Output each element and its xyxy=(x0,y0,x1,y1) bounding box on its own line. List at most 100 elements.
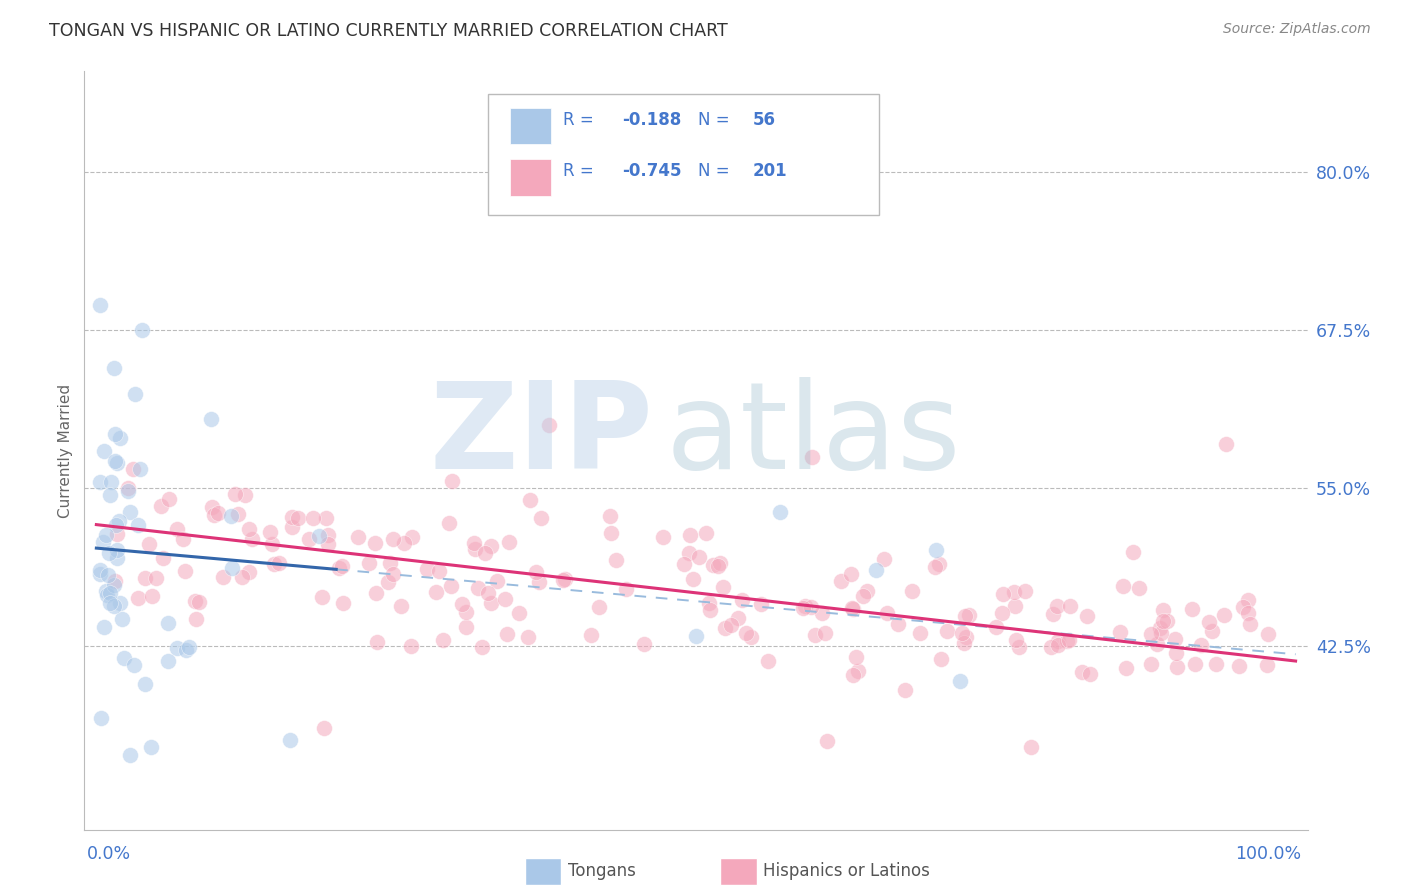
Point xyxy=(118,748,141,763)
Point xyxy=(873,551,896,566)
Y-axis label: Currently Married: Currently Married xyxy=(58,384,73,517)
Point xyxy=(1109,624,1132,639)
Point xyxy=(127,517,149,532)
Point xyxy=(756,655,779,669)
Point xyxy=(1019,740,1042,755)
Point xyxy=(138,537,160,551)
Point xyxy=(1156,614,1178,628)
Point xyxy=(991,606,1014,620)
Point xyxy=(221,560,243,574)
Point xyxy=(537,418,560,433)
Point xyxy=(302,511,325,525)
Point xyxy=(105,550,128,565)
Point xyxy=(695,525,717,540)
Point xyxy=(173,564,195,578)
Point xyxy=(955,630,977,644)
Point xyxy=(720,618,742,632)
Point xyxy=(876,606,898,620)
Point xyxy=(1150,626,1173,640)
Point xyxy=(910,625,932,640)
Point xyxy=(416,562,439,576)
Point xyxy=(103,361,125,376)
Point xyxy=(986,620,1008,634)
Point xyxy=(793,599,815,613)
Point xyxy=(328,561,350,575)
Point xyxy=(474,546,496,560)
Point xyxy=(929,652,952,666)
Point xyxy=(259,524,281,539)
Point xyxy=(1004,599,1026,613)
Point xyxy=(479,596,502,610)
Point xyxy=(172,533,194,547)
Point xyxy=(104,518,127,533)
Point xyxy=(579,628,602,642)
Point xyxy=(111,612,134,626)
Point xyxy=(685,629,707,643)
Point xyxy=(928,557,950,571)
Point xyxy=(311,591,333,605)
Point xyxy=(263,557,285,571)
Point xyxy=(1046,599,1069,613)
Point xyxy=(1198,615,1220,629)
Point xyxy=(1076,609,1098,624)
Point xyxy=(494,591,516,606)
Text: N =: N = xyxy=(697,111,735,128)
Point xyxy=(516,630,538,644)
Point xyxy=(949,674,972,689)
Text: Hispanics or Latinos: Hispanics or Latinos xyxy=(763,863,931,880)
Point xyxy=(711,580,734,594)
Point xyxy=(381,567,404,582)
Point xyxy=(678,546,700,560)
Point xyxy=(709,556,731,570)
Point xyxy=(887,616,910,631)
Point xyxy=(89,475,111,489)
Point xyxy=(1056,634,1078,648)
Point xyxy=(207,506,229,520)
Point xyxy=(240,532,263,546)
Point xyxy=(652,530,675,544)
Point xyxy=(131,323,153,337)
Point xyxy=(238,566,260,580)
Point xyxy=(224,487,246,501)
Point xyxy=(103,578,125,592)
Point xyxy=(401,530,423,544)
Point xyxy=(389,599,412,614)
Point xyxy=(1047,634,1070,648)
Point xyxy=(117,481,139,495)
Text: ZIP: ZIP xyxy=(429,376,654,494)
Point xyxy=(901,584,924,599)
Point xyxy=(212,569,235,583)
Point xyxy=(381,532,404,546)
Point xyxy=(815,734,838,748)
Point xyxy=(439,579,461,593)
Text: TONGAN VS HISPANIC OR LATINO CURRENTLY MARRIED CORRELATION CHART: TONGAN VS HISPANIC OR LATINO CURRENTLY M… xyxy=(49,22,728,40)
Point xyxy=(278,733,301,747)
Point xyxy=(551,573,574,587)
Point xyxy=(437,516,460,530)
Point xyxy=(1237,606,1260,620)
Point xyxy=(105,542,128,557)
Point xyxy=(1140,657,1163,671)
Text: -0.745: -0.745 xyxy=(621,162,682,180)
Point xyxy=(1212,608,1234,623)
Point xyxy=(316,528,339,542)
Point xyxy=(394,535,416,549)
Text: -0.188: -0.188 xyxy=(621,111,682,128)
Point xyxy=(688,550,710,565)
Point xyxy=(714,621,737,635)
Point xyxy=(117,483,139,498)
Point xyxy=(94,528,117,542)
Point xyxy=(924,560,946,574)
Point xyxy=(174,643,197,657)
Point xyxy=(287,511,309,525)
Point xyxy=(953,635,976,649)
Point xyxy=(108,596,131,610)
Point xyxy=(811,607,834,621)
Point xyxy=(769,505,792,519)
Point xyxy=(363,535,385,549)
Point xyxy=(89,566,111,581)
Point xyxy=(842,668,865,682)
Point xyxy=(103,599,125,613)
Point xyxy=(1239,617,1261,632)
Point xyxy=(219,509,242,524)
